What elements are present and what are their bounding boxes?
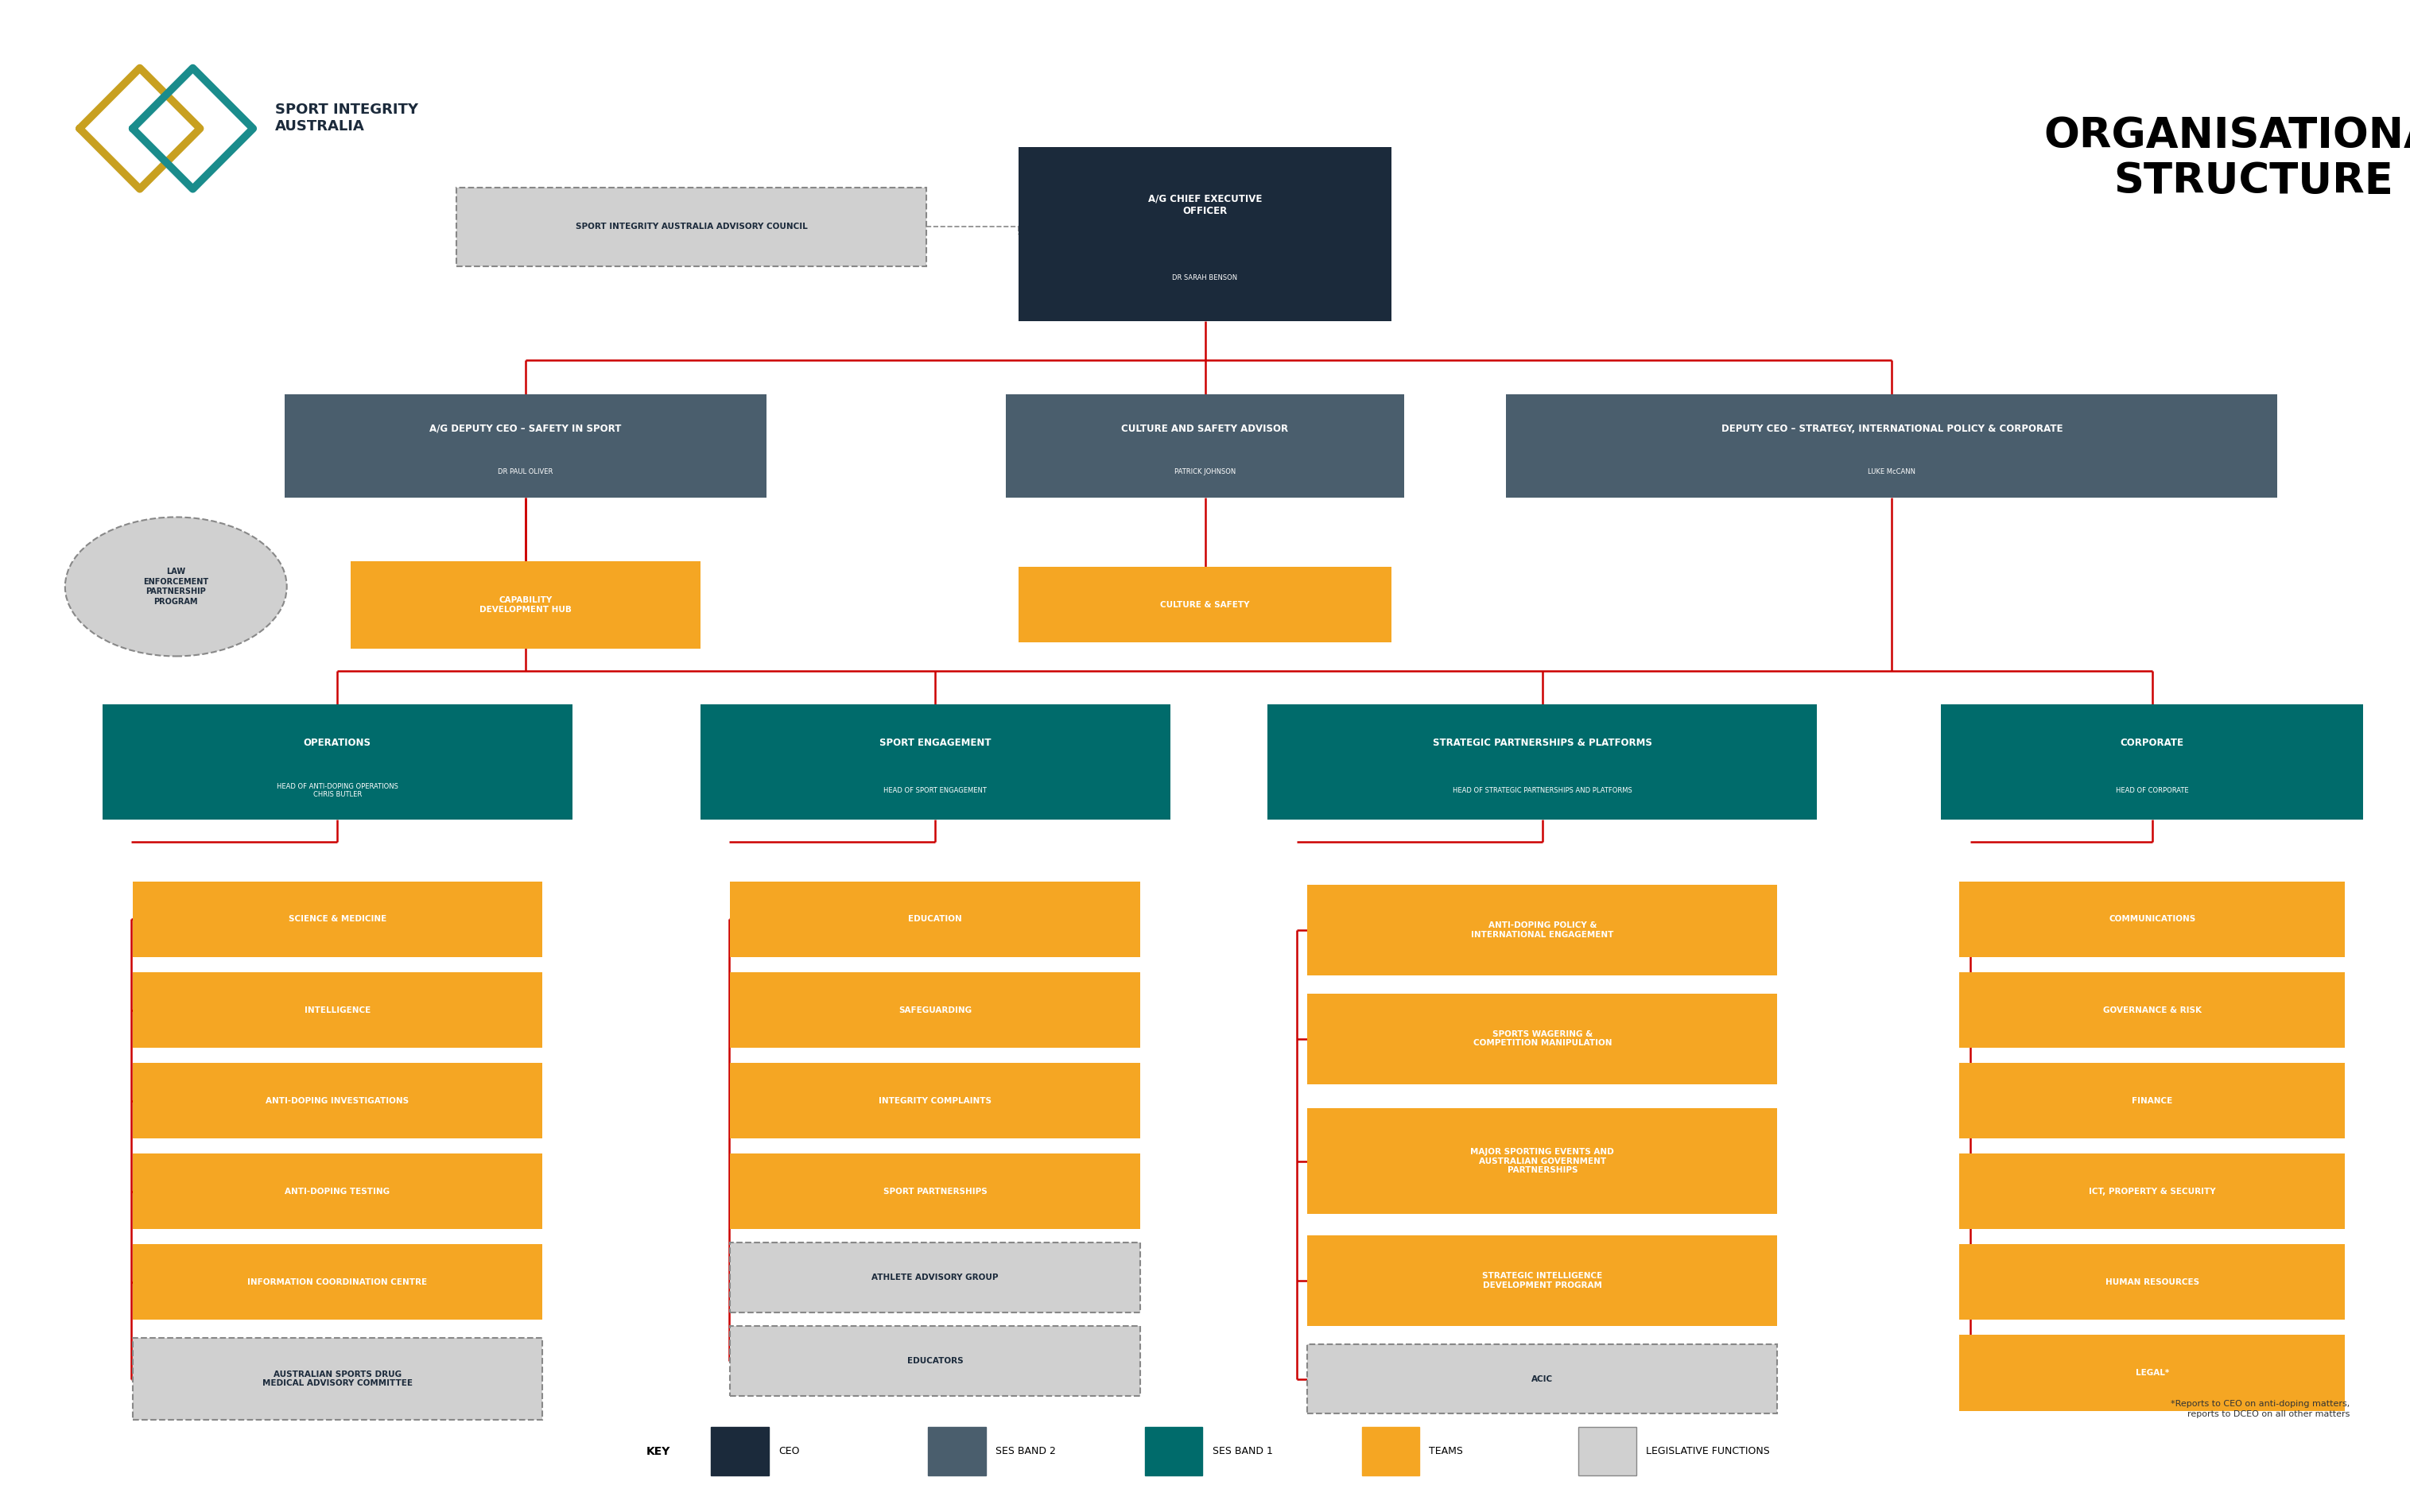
Ellipse shape	[65, 517, 287, 656]
Text: STRATEGIC PARTNERSHIPS & PLATFORMS: STRATEGIC PARTNERSHIPS & PLATFORMS	[1432, 738, 1653, 747]
Text: SES BAND 1: SES BAND 1	[1212, 1447, 1272, 1456]
Text: CORPORATE: CORPORATE	[2121, 738, 2183, 747]
FancyBboxPatch shape	[133, 1154, 542, 1229]
FancyBboxPatch shape	[455, 187, 925, 266]
Text: A/G CHIEF EXECUTIVE
OFFICER: A/G CHIEF EXECUTIVE OFFICER	[1147, 194, 1263, 216]
FancyBboxPatch shape	[352, 561, 699, 649]
Text: EDUCATORS: EDUCATORS	[906, 1356, 964, 1365]
Text: TEAMS: TEAMS	[1429, 1447, 1463, 1456]
Text: CULTURE & SAFETY: CULTURE & SAFETY	[1159, 600, 1251, 609]
FancyBboxPatch shape	[1005, 395, 1403, 497]
FancyBboxPatch shape	[730, 1063, 1140, 1139]
Text: LEGISLATIVE FUNCTIONS: LEGISLATIVE FUNCTIONS	[1646, 1447, 1769, 1456]
FancyBboxPatch shape	[730, 1243, 1140, 1312]
Text: ANTI-DOPING INVESTIGATIONS: ANTI-DOPING INVESTIGATIONS	[265, 1096, 410, 1105]
FancyBboxPatch shape	[133, 881, 542, 957]
Text: ANTI-DOPING TESTING: ANTI-DOPING TESTING	[284, 1187, 390, 1196]
FancyBboxPatch shape	[730, 1326, 1140, 1396]
Text: A/G DEPUTY CEO – SAFETY IN SPORT: A/G DEPUTY CEO – SAFETY IN SPORT	[429, 423, 622, 434]
Text: HEAD OF CORPORATE: HEAD OF CORPORATE	[2116, 788, 2188, 794]
FancyBboxPatch shape	[1959, 1335, 2345, 1411]
FancyBboxPatch shape	[1959, 1244, 2345, 1320]
FancyBboxPatch shape	[1145, 1427, 1203, 1476]
FancyBboxPatch shape	[1306, 1235, 1779, 1326]
FancyBboxPatch shape	[1268, 705, 1817, 820]
Text: CAPABILITY
DEVELOPMENT HUB: CAPABILITY DEVELOPMENT HUB	[480, 596, 571, 614]
FancyBboxPatch shape	[133, 972, 542, 1048]
Text: SES BAND 2: SES BAND 2	[995, 1447, 1056, 1456]
FancyBboxPatch shape	[1959, 1154, 2345, 1229]
Text: LAW
ENFORCEMENT
PARTNERSHIP
PROGRAM: LAW ENFORCEMENT PARTNERSHIP PROGRAM	[142, 569, 210, 605]
Text: SPORTS WAGERING &
COMPETITION MANIPULATION: SPORTS WAGERING & COMPETITION MANIPULATI…	[1473, 1030, 1612, 1048]
FancyBboxPatch shape	[284, 395, 766, 497]
Text: FINANCE: FINANCE	[2133, 1096, 2171, 1105]
FancyBboxPatch shape	[1306, 1108, 1779, 1214]
Text: LUKE McCANN: LUKE McCANN	[1868, 469, 1916, 475]
FancyBboxPatch shape	[1306, 1344, 1779, 1414]
FancyBboxPatch shape	[1306, 885, 1779, 975]
Text: SPORT PARTNERSHIPS: SPORT PARTNERSHIPS	[882, 1187, 988, 1196]
Text: ORGANISATIONAL
STRUCTURE: ORGANISATIONAL STRUCTURE	[2044, 116, 2410, 201]
FancyBboxPatch shape	[1959, 972, 2345, 1048]
FancyBboxPatch shape	[928, 1427, 986, 1476]
Text: ATHLETE ADVISORY GROUP: ATHLETE ADVISORY GROUP	[872, 1273, 998, 1282]
Text: KEY: KEY	[646, 1445, 670, 1458]
Text: CEO: CEO	[778, 1447, 800, 1456]
FancyBboxPatch shape	[1506, 395, 2277, 497]
Text: *Reports to CEO on anti-doping matters,
reports to DCEO on all other matters: *Reports to CEO on anti-doping matters, …	[2171, 1400, 2350, 1418]
FancyBboxPatch shape	[711, 1427, 769, 1476]
FancyBboxPatch shape	[133, 1063, 542, 1139]
Text: DR PAUL OLIVER: DR PAUL OLIVER	[499, 469, 552, 475]
Text: HUMAN RESOURCES: HUMAN RESOURCES	[2106, 1278, 2198, 1287]
FancyBboxPatch shape	[1017, 148, 1393, 322]
Text: EDUCATION: EDUCATION	[909, 915, 962, 924]
FancyBboxPatch shape	[133, 1338, 542, 1420]
FancyBboxPatch shape	[104, 705, 574, 820]
Text: INTELLIGENCE: INTELLIGENCE	[304, 1005, 371, 1015]
FancyBboxPatch shape	[1942, 705, 2362, 820]
FancyBboxPatch shape	[1959, 881, 2345, 957]
Text: ANTI-DOPING POLICY &
INTERNATIONAL ENGAGEMENT: ANTI-DOPING POLICY & INTERNATIONAL ENGAG…	[1470, 921, 1615, 939]
Text: INFORMATION COORDINATION CENTRE: INFORMATION COORDINATION CENTRE	[248, 1278, 427, 1287]
Text: OPERATIONS: OPERATIONS	[304, 738, 371, 747]
Text: DR SARAH BENSON: DR SARAH BENSON	[1171, 274, 1239, 281]
FancyBboxPatch shape	[1362, 1427, 1419, 1476]
Text: SPORT INTEGRITY
AUSTRALIA: SPORT INTEGRITY AUSTRALIA	[275, 103, 417, 133]
Text: DEPUTY CEO – STRATEGY, INTERNATIONAL POLICY & CORPORATE: DEPUTY CEO – STRATEGY, INTERNATIONAL POL…	[1721, 423, 2063, 434]
Text: HEAD OF STRATEGIC PARTNERSHIPS AND PLATFORMS: HEAD OF STRATEGIC PARTNERSHIPS AND PLATF…	[1453, 788, 1632, 794]
Text: SAFEGUARDING: SAFEGUARDING	[899, 1005, 971, 1015]
Text: CULTURE AND SAFETY ADVISOR: CULTURE AND SAFETY ADVISOR	[1121, 423, 1289, 434]
Text: AUSTRALIAN SPORTS DRUG
MEDICAL ADVISORY COMMITTEE: AUSTRALIAN SPORTS DRUG MEDICAL ADVISORY …	[263, 1370, 412, 1388]
FancyBboxPatch shape	[699, 705, 1171, 820]
Text: ICT, PROPERTY & SECURITY: ICT, PROPERTY & SECURITY	[2089, 1187, 2215, 1196]
Text: HEAD OF ANTI-DOPING OPERATIONS
CHRIS BUTLER: HEAD OF ANTI-DOPING OPERATIONS CHRIS BUT…	[277, 783, 398, 798]
FancyBboxPatch shape	[1017, 567, 1393, 643]
FancyBboxPatch shape	[730, 881, 1140, 957]
Text: SCIENCE & MEDICINE: SCIENCE & MEDICINE	[289, 915, 386, 924]
FancyBboxPatch shape	[133, 1244, 542, 1320]
Text: PATRICK JOHNSON: PATRICK JOHNSON	[1174, 469, 1236, 475]
Text: GOVERNANCE & RISK: GOVERNANCE & RISK	[2104, 1005, 2200, 1015]
FancyBboxPatch shape	[1306, 993, 1779, 1084]
Text: MAJOR SPORTING EVENTS AND
AUSTRALIAN GOVERNMENT
PARTNERSHIPS: MAJOR SPORTING EVENTS AND AUSTRALIAN GOV…	[1470, 1148, 1615, 1175]
Text: LEGAL*: LEGAL*	[2135, 1368, 2169, 1377]
Text: STRATEGIC INTELLIGENCE
DEVELOPMENT PROGRAM: STRATEGIC INTELLIGENCE DEVELOPMENT PROGR…	[1482, 1272, 1603, 1290]
Text: COMMUNICATIONS: COMMUNICATIONS	[2109, 915, 2196, 924]
Text: SPORT ENGAGEMENT: SPORT ENGAGEMENT	[880, 738, 991, 747]
Text: INTEGRITY COMPLAINTS: INTEGRITY COMPLAINTS	[880, 1096, 991, 1105]
FancyBboxPatch shape	[1959, 1063, 2345, 1139]
Text: HEAD OF SPORT ENGAGEMENT: HEAD OF SPORT ENGAGEMENT	[884, 788, 986, 794]
FancyBboxPatch shape	[730, 972, 1140, 1048]
FancyBboxPatch shape	[730, 1154, 1140, 1229]
Text: SPORT INTEGRITY AUSTRALIA ADVISORY COUNCIL: SPORT INTEGRITY AUSTRALIA ADVISORY COUNC…	[576, 222, 807, 231]
FancyBboxPatch shape	[1579, 1427, 1636, 1476]
Text: ACIC: ACIC	[1533, 1374, 1552, 1383]
